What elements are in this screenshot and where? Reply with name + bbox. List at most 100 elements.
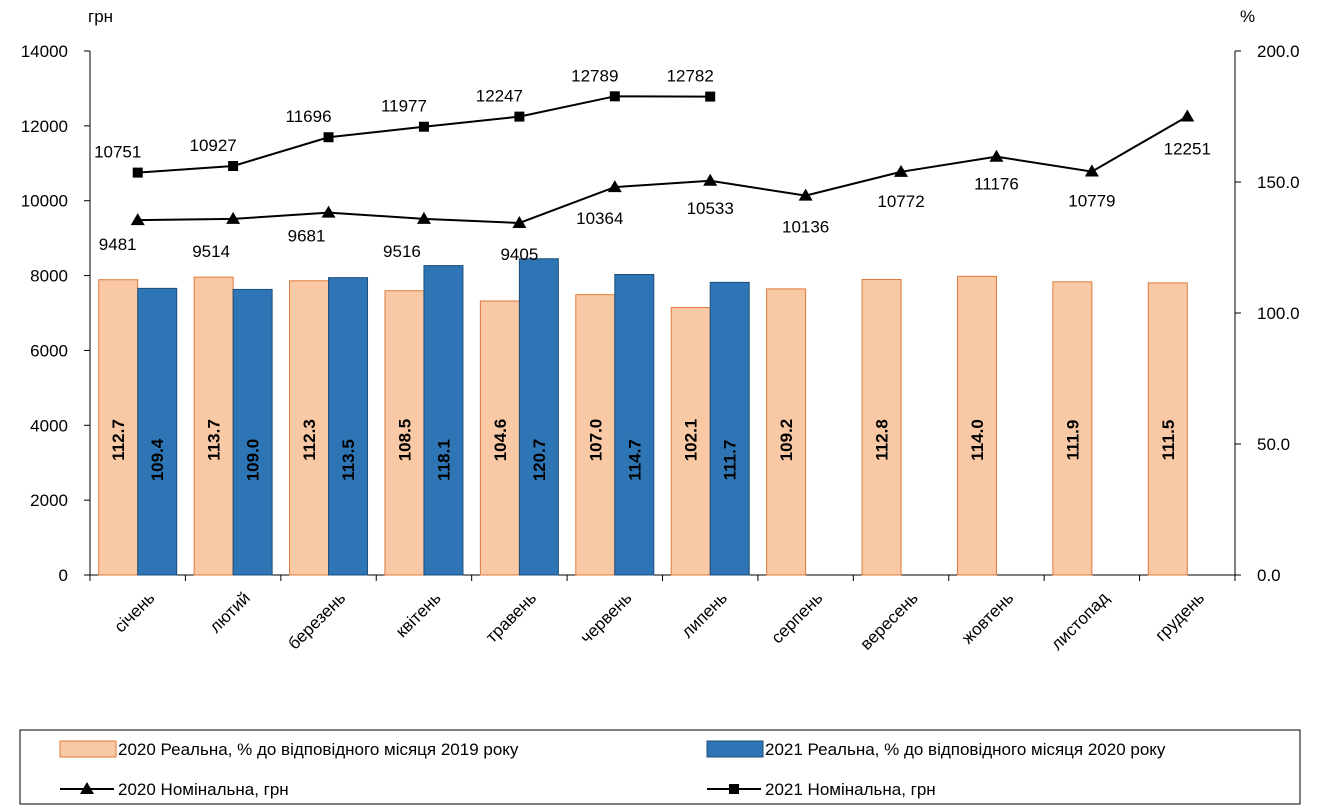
legend-label: 2021 Реальна, % до відповідного місяця 2… bbox=[765, 740, 1166, 759]
bar-value-label: 113.7 bbox=[205, 419, 224, 461]
line-marker-triangle bbox=[1084, 164, 1099, 177]
right-tick-label: 200.0 bbox=[1257, 42, 1300, 61]
right-tick-label: 0.0 bbox=[1257, 566, 1281, 585]
legend-label: 2020 Реальна, % до відповідного місяця 2… bbox=[118, 740, 519, 759]
line-value-label: 9481 bbox=[99, 235, 137, 254]
left-tick-label: 14000 bbox=[21, 42, 68, 61]
left-tick-label: 6000 bbox=[30, 341, 68, 360]
bar bbox=[137, 287, 178, 576]
line-marker-square bbox=[705, 91, 716, 102]
line-value-label: 10751 bbox=[94, 143, 141, 162]
line-value-label: 11977 bbox=[381, 97, 427, 116]
bar bbox=[518, 258, 559, 576]
line-marker-square bbox=[228, 161, 239, 172]
left-axis-unit: грн bbox=[88, 7, 113, 26]
bars bbox=[98, 258, 1188, 576]
legend-label: 2020 Номінальна, грн bbox=[118, 780, 289, 799]
bar bbox=[1147, 282, 1188, 576]
bar-value-label: 109.4 bbox=[148, 438, 167, 481]
right-tick-label: 50.0 bbox=[1257, 435, 1290, 454]
line-marker-triangle bbox=[321, 205, 336, 218]
data-labels: 112.7 113.7 112.3 108.5 104.6 107.0 102.1 109.2… bbox=[94, 66, 1211, 481]
bar-value-label: 112.8 bbox=[873, 419, 892, 461]
category-label: квітень bbox=[392, 588, 445, 641]
line-value-label: 12251 bbox=[1164, 139, 1211, 158]
bar bbox=[861, 278, 902, 576]
bar bbox=[98, 279, 139, 576]
bar-value-label: 109.2 bbox=[777, 419, 796, 462]
bar-value-label: 114.7 bbox=[625, 439, 644, 481]
line-value-label: 12789 bbox=[571, 66, 618, 85]
line-value-label: 9516 bbox=[383, 242, 421, 261]
bar-value-label: 111.5 bbox=[1159, 420, 1178, 461]
category-label: липень bbox=[678, 588, 731, 641]
line-marker-square bbox=[418, 121, 429, 132]
line-marker-triangle bbox=[130, 213, 145, 226]
category-label: червень bbox=[577, 588, 636, 647]
bar bbox=[232, 288, 273, 576]
bar-value-label: 107.0 bbox=[586, 419, 605, 462]
line-value-label: 9514 bbox=[192, 242, 230, 261]
bar-value-label: 108.5 bbox=[395, 419, 414, 462]
legend: 2020 Реальна, % до відповідного місяця 2… bbox=[19, 729, 1301, 805]
bar-value-label: 120.7 bbox=[530, 439, 549, 482]
line-value-label: 10779 bbox=[1068, 192, 1115, 211]
bar bbox=[1052, 281, 1093, 576]
bar-value-label: 111.7 bbox=[721, 440, 740, 481]
left-tick-label: 8000 bbox=[30, 267, 68, 286]
bar-value-label: 112.3 bbox=[300, 419, 319, 461]
left-tick-label: 4000 bbox=[30, 416, 68, 435]
bar-value-label: 102.1 bbox=[682, 419, 701, 462]
line-marker-triangle bbox=[1180, 109, 1195, 122]
left-tick-label: 2000 bbox=[30, 491, 68, 510]
line-value-label: 11176 bbox=[974, 175, 1019, 194]
line-value-label: 10136 bbox=[782, 218, 829, 237]
bar bbox=[956, 275, 997, 576]
category-label: січень bbox=[111, 588, 159, 636]
line-value-label: 12247 bbox=[476, 87, 523, 106]
bar-value-label: 111.9 bbox=[1063, 420, 1082, 461]
legend-label: 2021 Номінальна, грн bbox=[765, 780, 936, 799]
category-label: вересень bbox=[857, 588, 922, 653]
bar bbox=[423, 265, 464, 576]
left-tick-label: 10000 bbox=[21, 192, 68, 211]
legend-swatch bbox=[59, 740, 117, 758]
bar-value-label: 109.0 bbox=[244, 439, 263, 482]
bar bbox=[328, 277, 369, 576]
line-value-label: 10772 bbox=[877, 192, 924, 211]
line-marker-triangle bbox=[989, 149, 1004, 162]
line-marker-triangle bbox=[894, 164, 909, 177]
category-label: лютий bbox=[206, 588, 254, 636]
right-tick-label: 150.0 bbox=[1257, 173, 1300, 192]
bar bbox=[384, 290, 425, 576]
line-value-label: 12782 bbox=[667, 67, 714, 86]
line-marker-square bbox=[609, 91, 620, 102]
bar-value-label: 114.0 bbox=[968, 419, 987, 461]
category-label: травень bbox=[482, 588, 540, 646]
bar-value-label: 104.6 bbox=[491, 419, 510, 462]
line-value-label: 9405 bbox=[500, 245, 538, 264]
line-value-label: 9681 bbox=[288, 227, 326, 246]
line-marker-square bbox=[323, 132, 334, 143]
bar bbox=[766, 288, 807, 576]
bar bbox=[614, 273, 655, 576]
line-marker-triangle bbox=[703, 173, 718, 186]
line-value-label: 10364 bbox=[576, 209, 623, 228]
category-label: жовтень bbox=[958, 588, 1017, 647]
line-marker-triangle bbox=[798, 188, 813, 201]
category-label: березень bbox=[284, 588, 349, 653]
category-label: листопад bbox=[1047, 588, 1112, 653]
series-line bbox=[137, 115, 1188, 224]
bar bbox=[193, 276, 234, 576]
category-label: серпень bbox=[768, 588, 827, 647]
bar-value-label: 118.1 bbox=[434, 439, 453, 481]
bar bbox=[289, 280, 330, 576]
left-tick-label: 0 bbox=[59, 566, 68, 585]
bar-value-label: 112.7 bbox=[109, 419, 128, 461]
legend-swatch bbox=[706, 740, 764, 758]
bar bbox=[575, 294, 616, 576]
line-marker-triangle bbox=[80, 782, 94, 794]
bar-value-label: 113.5 bbox=[339, 439, 358, 481]
line-marker-triangle bbox=[226, 211, 241, 224]
